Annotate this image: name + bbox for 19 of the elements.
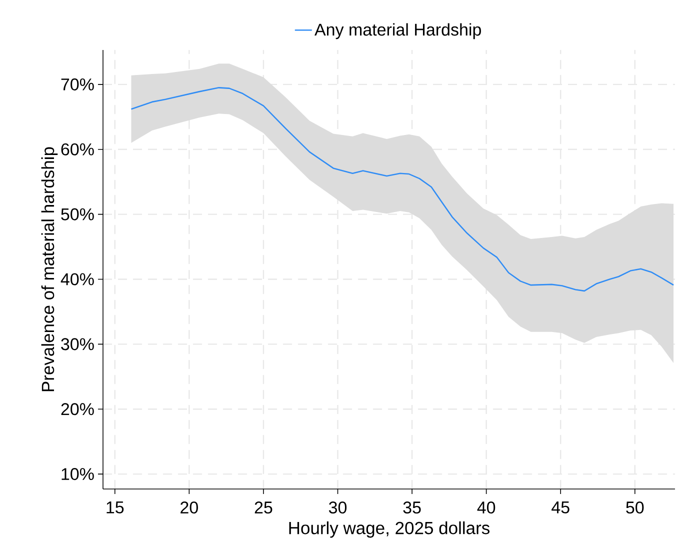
x-tick-label: 45 (552, 502, 570, 514)
x-tick-label: 20 (180, 502, 198, 514)
x-tick-label: 15 (106, 502, 124, 514)
y-tick-label: 70% (61, 78, 94, 90)
line-series (130, 87, 674, 292)
legend-label: Any material Hardship (314, 23, 481, 40)
y-tick-label: 10% (62, 468, 94, 480)
y-tick-label: 20% (61, 403, 94, 416)
x-tick-label: 30 (328, 502, 347, 514)
y-tick-label: 50% (61, 208, 94, 220)
x-tick-label: 25 (254, 502, 272, 514)
x-axis-title: Hourly wage, 2025 dollars (289, 521, 490, 538)
y-axis-title: Prevalence of material hardship (41, 147, 58, 392)
y-tick-label: 30% (61, 338, 94, 350)
x-tick-label: 50 (626, 502, 644, 514)
x-tick-label: 35 (403, 502, 421, 514)
x-tick-label: 40 (477, 502, 496, 514)
y-tick-label: 40% (60, 273, 94, 286)
y-tick-label: 60% (61, 143, 94, 156)
